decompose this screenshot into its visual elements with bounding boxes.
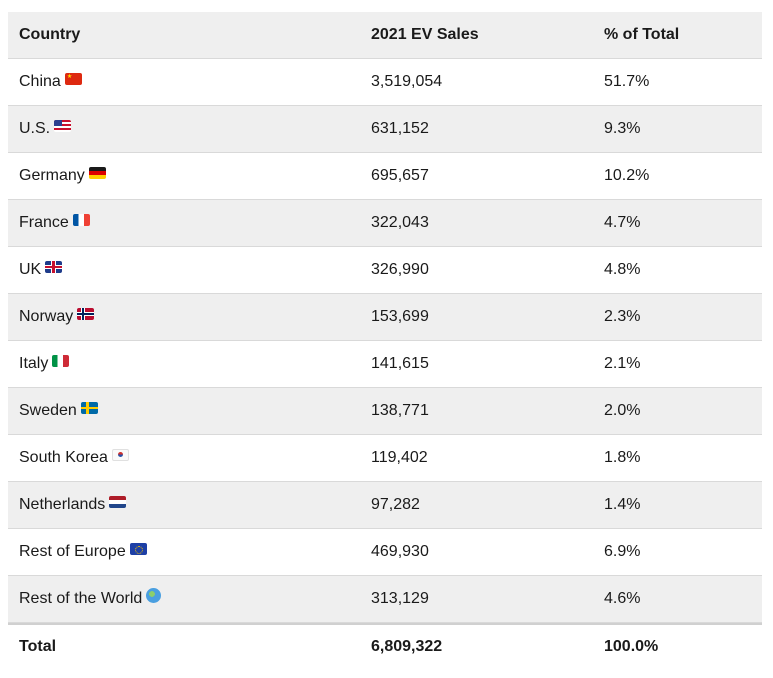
share-cell: 2.0%	[604, 402, 641, 419]
table-row: Norway 153,699 2.3%	[8, 294, 762, 341]
france-flag-icon	[72, 214, 90, 226]
share-cell: 51.7%	[604, 73, 650, 90]
sweden-flag-icon	[80, 402, 98, 414]
table-total-row: Total 6,809,322 100.0%	[8, 623, 762, 669]
share-cell: 2.1%	[604, 355, 641, 372]
country-name: Norway	[19, 308, 74, 325]
country-name: South Korea	[19, 449, 108, 466]
sales-cell: 631,152	[371, 120, 429, 137]
sales-cell: 141,615	[371, 355, 429, 372]
share-cell: 10.2%	[604, 167, 650, 184]
table-row: Rest of Europe 469,930 6.9%	[8, 529, 762, 576]
header-sales: 2021 EV Sales	[371, 26, 479, 43]
total-share: 100.0%	[604, 638, 659, 655]
table-row: China ★ 3,519,054 51.7%	[8, 59, 762, 106]
country-name: Rest of Europe	[19, 543, 126, 560]
south-korea-flag-icon	[111, 449, 129, 461]
country-cell: UK	[8, 261, 360, 279]
sales-cell: 3,519,054	[371, 73, 443, 90]
country-name: U.S.	[19, 120, 51, 137]
country-name: Italy	[19, 355, 49, 372]
header-country: Country	[19, 26, 81, 43]
country-cell: Sweden	[8, 402, 360, 420]
sales-cell: 469,930	[371, 543, 429, 560]
country-name: Germany	[19, 167, 85, 184]
header-share: % of Total	[604, 26, 680, 43]
total-label: Total	[19, 638, 57, 655]
country-cell: South Korea	[8, 449, 360, 467]
eu-flag-icon	[129, 543, 147, 555]
share-cell: 1.8%	[604, 449, 641, 466]
country-cell: Italy	[8, 355, 360, 373]
country-name: Sweden	[19, 402, 77, 419]
us-flag-icon	[54, 120, 72, 132]
table-row: South Korea 119,402 1.8%	[8, 435, 762, 482]
country-cell: Rest of the World	[8, 587, 360, 608]
country-cell: U.S.	[8, 120, 360, 138]
country-cell: Norway	[8, 308, 360, 326]
share-cell: 2.3%	[604, 308, 641, 325]
country-name: China	[19, 73, 61, 90]
sales-cell: 119,402	[371, 449, 428, 466]
country-name: France	[19, 214, 69, 231]
country-name: Netherlands	[19, 496, 106, 513]
table-row: U.S. 631,152 9.3%	[8, 106, 762, 153]
table-row: Germany 695,657 10.2%	[8, 153, 762, 200]
table-row: UK 326,990 4.8%	[8, 247, 762, 294]
total-sales: 6,809,322	[371, 638, 443, 655]
sales-cell: 695,657	[371, 167, 429, 184]
country-cell: Rest of Europe	[8, 543, 360, 561]
country-cell: Germany	[8, 167, 360, 185]
table-row: Rest of the World 313,129 4.6%	[8, 576, 762, 623]
sales-cell: 138,771	[371, 402, 429, 419]
table-header-row: Country 2021 EV Sales % of Total	[8, 12, 762, 59]
country-cell: China ★	[8, 73, 360, 91]
sales-cell: 97,282	[371, 496, 420, 513]
germany-flag-icon	[88, 167, 106, 179]
ev-sales-table: Country 2021 EV Sales % of Total China ★…	[8, 12, 762, 669]
country-name: Rest of the World	[19, 590, 143, 607]
globe-icon	[146, 587, 162, 603]
share-cell: 1.4%	[604, 496, 641, 513]
table-row: France 322,043 4.7%	[8, 200, 762, 247]
country-cell: France	[8, 214, 360, 232]
country-cell: Netherlands	[8, 496, 360, 514]
italy-flag-icon	[52, 355, 70, 367]
sales-cell: 313,129	[371, 590, 429, 607]
table-row: Italy 141,615 2.1%	[8, 341, 762, 388]
share-cell: 4.7%	[604, 214, 641, 231]
table-row: Netherlands 97,282 1.4%	[8, 482, 762, 529]
share-cell: 4.8%	[604, 261, 641, 278]
sales-cell: 153,699	[371, 308, 429, 325]
sales-cell: 326,990	[371, 261, 429, 278]
table-row: Sweden 138,771 2.0%	[8, 388, 762, 435]
china-flag-icon: ★	[64, 73, 82, 85]
share-cell: 9.3%	[604, 120, 641, 137]
country-name: UK	[19, 261, 42, 278]
sales-cell: 322,043	[371, 214, 429, 231]
share-cell: 4.6%	[604, 590, 641, 607]
uk-flag-icon	[45, 261, 63, 273]
norway-flag-icon	[77, 308, 95, 320]
netherlands-flag-icon	[109, 496, 127, 508]
share-cell: 6.9%	[604, 543, 641, 560]
